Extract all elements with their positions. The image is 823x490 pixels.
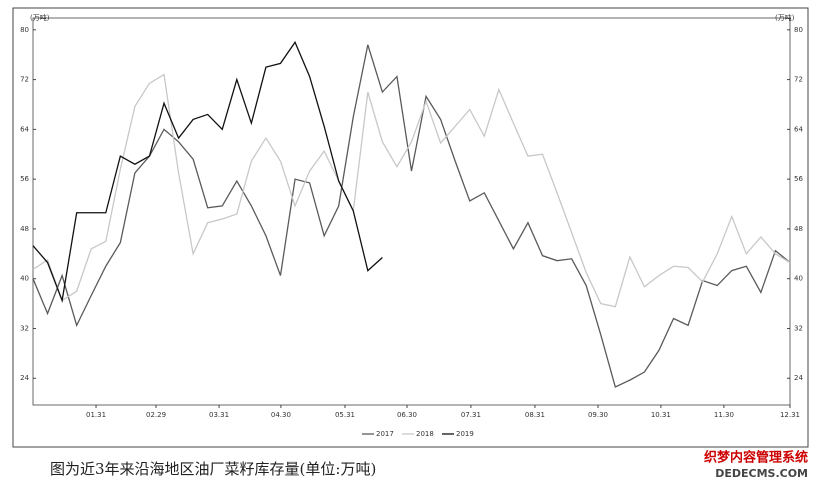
y-tick-label: 72 [20,76,29,84]
series-line [32,44,791,388]
x-tick-label: 06.30 [397,411,417,419]
y2-tick-label: 24 [794,374,803,382]
y2-tick-label: 72 [794,76,803,84]
watermark: 织梦内容管理系统 [704,450,808,466]
x-tick-label: 12.31 [780,411,800,419]
y-tick-label: 56 [20,175,29,183]
x-tick-label: 04.30 [271,411,291,419]
series-line [32,73,791,308]
y-tick-label: 48 [20,225,29,233]
legend-label: 2017 [376,430,394,438]
legend-label: 2018 [416,430,434,438]
x-tick-label: 11.30 [714,411,734,419]
x-tick-label: 07.31 [461,411,481,419]
x-tick-label: 02.29 [146,411,166,419]
legend-label: 2019 [456,430,474,438]
watermark-sub: DEDECMS.COM [715,467,808,480]
x-tick-label: 10.31 [651,411,671,419]
frame [12,7,809,448]
x-tick-label: 09.30 [588,411,608,419]
y-tick-label: 24 [20,374,29,382]
x-tick-label: 08.31 [525,411,545,419]
y2-tick-label: 40 [794,275,803,283]
x-tick-label: 05.31 [335,411,355,419]
y2-tick-label: 80 [794,26,803,34]
unit-right: (万吨) [775,13,795,22]
y-tick-label: 40 [20,275,29,283]
y2-tick-label: 64 [794,125,803,133]
y-tick-label: 32 [20,324,29,332]
y2-tick-label: 32 [794,324,803,332]
series-line [32,40,383,303]
x-tick-label: 03.31 [209,411,229,419]
unit-left: (万吨) [30,13,50,22]
caption: 图为近3年来沿海地区油厂菜籽库存量(单位:万吨) [50,460,376,478]
y2-tick-label: 56 [794,175,803,183]
x-tick-label: 01.31 [86,411,106,419]
y2-tick-label: 48 [794,225,803,233]
plot-area [32,17,791,406]
y-tick-label: 64 [20,125,29,133]
y-tick-label: 80 [20,26,29,34]
